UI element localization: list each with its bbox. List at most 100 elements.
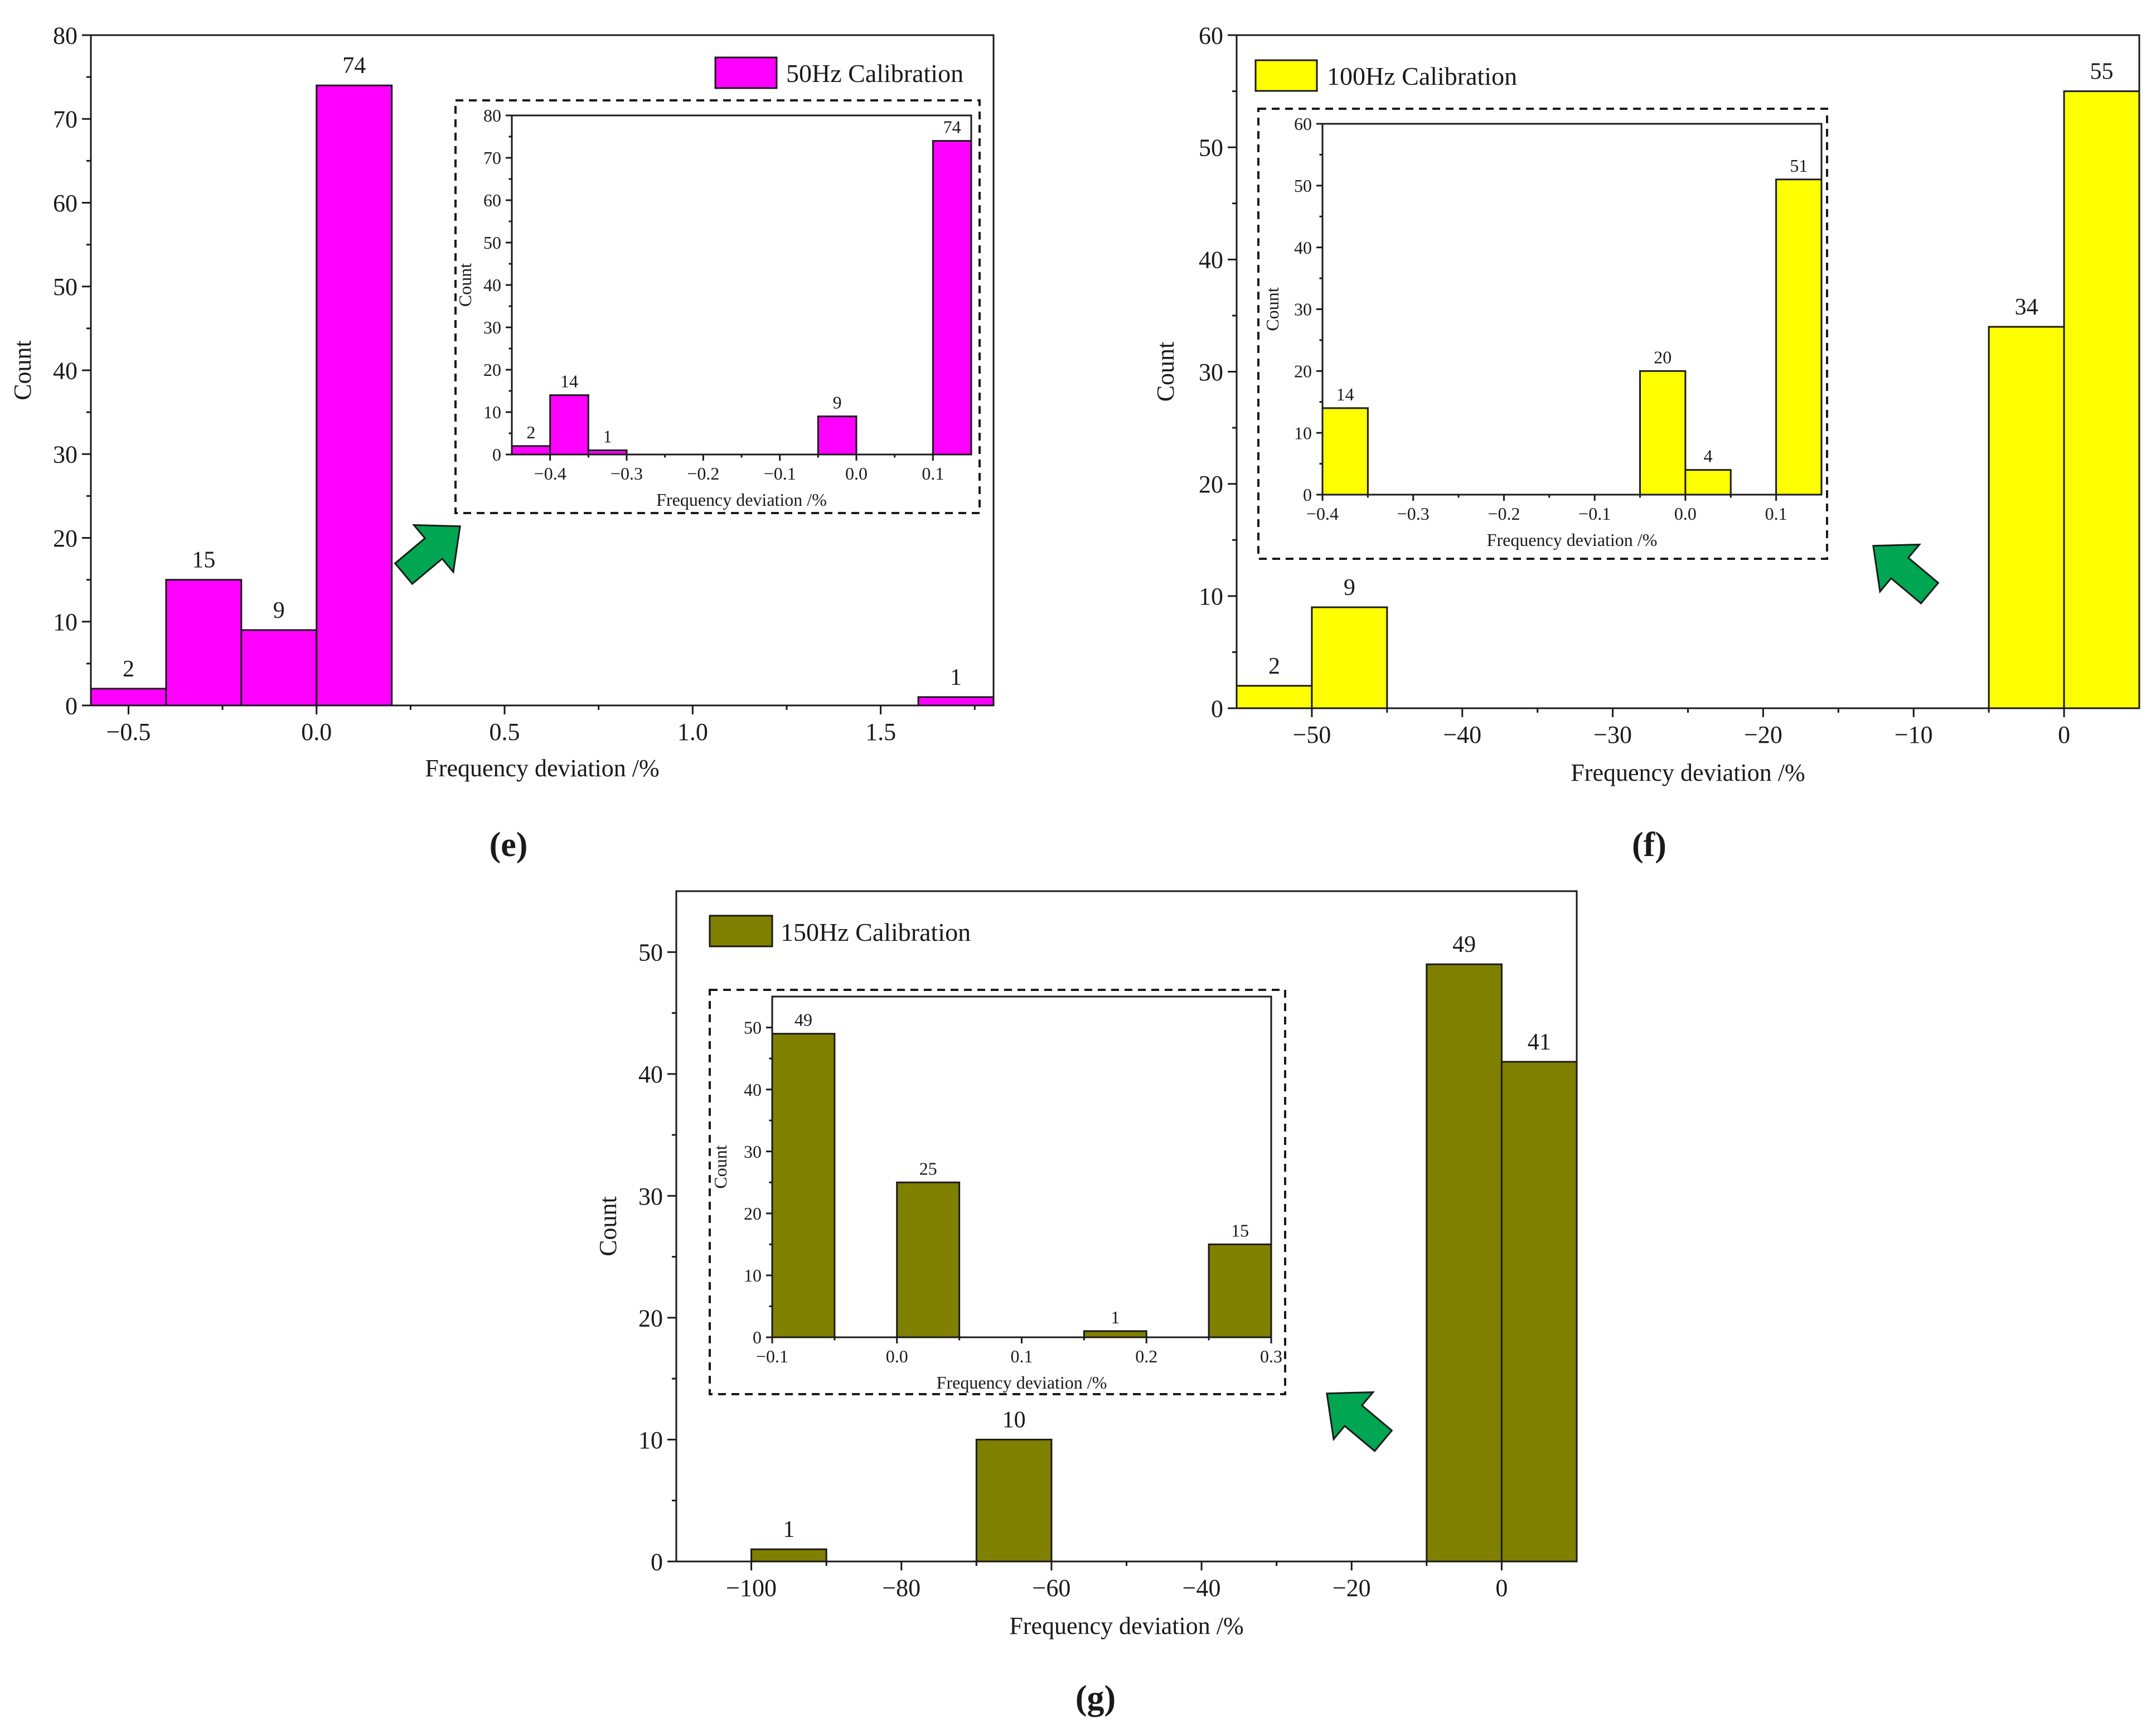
y-tick-label: 40	[638, 1061, 663, 1088]
histogram-bar	[316, 84, 393, 707]
bar-value-label: 2	[123, 656, 134, 682]
inset-dashed-box	[454, 99, 981, 514]
inset-y-axis-label: Count	[710, 1145, 730, 1188]
x-tick-label: 0	[1495, 1574, 1508, 1602]
inset-histogram-bar	[511, 445, 551, 456]
legend-swatch	[714, 56, 778, 89]
inset-chart: 14 20 4 51 −0.4 −0.3 −0.2 −0.1 0.0 0.1 0 10 20 30 40 50…	[1262, 114, 1823, 550]
y-tick-label: 40	[483, 275, 501, 295]
inset-bar-value-label: 1	[603, 426, 612, 446]
y-tick-label: 50	[1199, 134, 1223, 162]
legend: 100Hz Calibration	[1254, 59, 1517, 92]
x-tick-label: 0.1	[922, 463, 944, 483]
x-tick-label: 0.0	[301, 718, 332, 746]
y-tick-label: 0	[1303, 485, 1312, 505]
y-tick-label: 30	[53, 441, 77, 468]
y-axis-label: Count	[1152, 342, 1179, 402]
y-tick-label: 80	[483, 105, 501, 125]
x-tick-label: −0.4	[534, 463, 566, 483]
bar-value-label: 49	[1452, 932, 1476, 958]
x-tick-label: −0.3	[611, 463, 643, 483]
y-tick-label: 50	[744, 1018, 762, 1038]
y-tick-label: 10	[744, 1265, 762, 1285]
histogram-bar	[165, 579, 243, 707]
inset-x-axis-label: Frequency deviation /%	[656, 490, 827, 510]
y-tick-label: 10	[1294, 423, 1312, 443]
y-tick-label: 30	[638, 1183, 663, 1210]
legend: 50Hz Calibration	[714, 56, 963, 89]
x-tick-label: 0.3	[1260, 1346, 1282, 1366]
x-tick-label: −100	[726, 1574, 777, 1602]
inset-bar-value-label: 14	[560, 371, 578, 391]
bar-value-label: 74	[342, 53, 366, 79]
legend-label: 150Hz Calibration	[781, 918, 971, 946]
x-tick-label: −30	[1593, 721, 1632, 748]
inset-histogram-bar	[932, 140, 972, 456]
y-tick-label: 40	[53, 357, 77, 384]
y-tick-label: 60	[1199, 22, 1223, 49]
y-tick-label: 50	[638, 939, 663, 966]
green-arrow-icon	[1872, 543, 1940, 605]
histogram-bar	[2063, 90, 2140, 709]
legend-label: 50Hz Calibration	[786, 59, 963, 88]
y-tick-label: 40	[744, 1080, 762, 1100]
x-tick-label: −0.1	[764, 463, 796, 483]
x-tick-label: −50	[1293, 721, 1331, 748]
inset-y-axis-label: Count	[455, 263, 475, 307]
inset-histogram-bar	[771, 1033, 836, 1338]
x-tick-label: 0.5	[490, 718, 520, 746]
y-tick-label: 60	[53, 190, 77, 217]
bar-value-label: 55	[2090, 59, 2114, 85]
x-tick-label: −40	[1183, 1574, 1221, 1602]
panel-label: (f)	[1632, 826, 1666, 864]
x-tick-label: 0.2	[1135, 1346, 1157, 1366]
y-axis-label: Count	[594, 1196, 622, 1256]
y-tick-label: 20	[744, 1203, 762, 1224]
inset-frame	[1321, 123, 1823, 496]
x-axis-label: Frequency deviation /%	[425, 755, 659, 782]
y-tick-label: 20	[638, 1304, 663, 1332]
bar-value-label: 1	[783, 1517, 794, 1543]
green-arrow-icon	[394, 524, 461, 586]
x-tick-label: −0.1	[756, 1346, 788, 1366]
inset-x-axis-label: Frequency deviation /%	[937, 1372, 1107, 1392]
bar-value-label: 9	[1344, 575, 1355, 601]
x-tick-label: 0.1	[1765, 504, 1787, 524]
legend-swatch	[709, 915, 773, 947]
x-tick-label: −20	[1744, 721, 1782, 748]
histogram-bar	[917, 696, 995, 707]
inset-histogram-bar	[587, 449, 628, 456]
bar-value-label: 41	[1528, 1029, 1551, 1055]
histogram-bar	[1311, 606, 1388, 709]
histogram-bar	[975, 1438, 1053, 1563]
inset-histogram-bar	[817, 415, 857, 456]
x-axis-label: Frequency deviation /%	[1009, 1612, 1243, 1640]
y-tick-label: 0	[1211, 695, 1223, 722]
y-tick-label: 10	[638, 1427, 663, 1454]
x-tick-label: −20	[1333, 1574, 1371, 1602]
green-arrow-icon	[1326, 1391, 1393, 1453]
inset-bar-value-label: 51	[1790, 156, 1808, 176]
x-tick-label: −80	[882, 1574, 920, 1602]
panel-label: (g)	[1075, 1679, 1116, 1717]
inset-bar-value-label: 49	[794, 1010, 812, 1030]
histogram-bar	[1426, 963, 1503, 1563]
x-tick-label: −0.1	[1578, 504, 1611, 524]
inset-dashed-box	[1257, 108, 1828, 560]
bar-value-label: 2	[1268, 654, 1280, 679]
x-tick-label: 1.5	[865, 718, 896, 746]
histogram-bar	[1988, 326, 2065, 709]
y-tick-label: 0	[492, 444, 501, 465]
inset-bar-value-label: 4	[1704, 446, 1713, 466]
x-tick-label: 0.0	[886, 1346, 908, 1366]
legend: 150Hz Calibration	[709, 915, 971, 947]
y-axis-label: Count	[9, 340, 36, 400]
inset-histogram-bar	[1083, 1330, 1147, 1338]
x-tick-label: −0.3	[1397, 504, 1430, 524]
y-tick-label: 30	[744, 1142, 762, 1162]
inset-histogram-bar	[549, 394, 589, 456]
bar-value-label: 34	[2015, 294, 2038, 320]
